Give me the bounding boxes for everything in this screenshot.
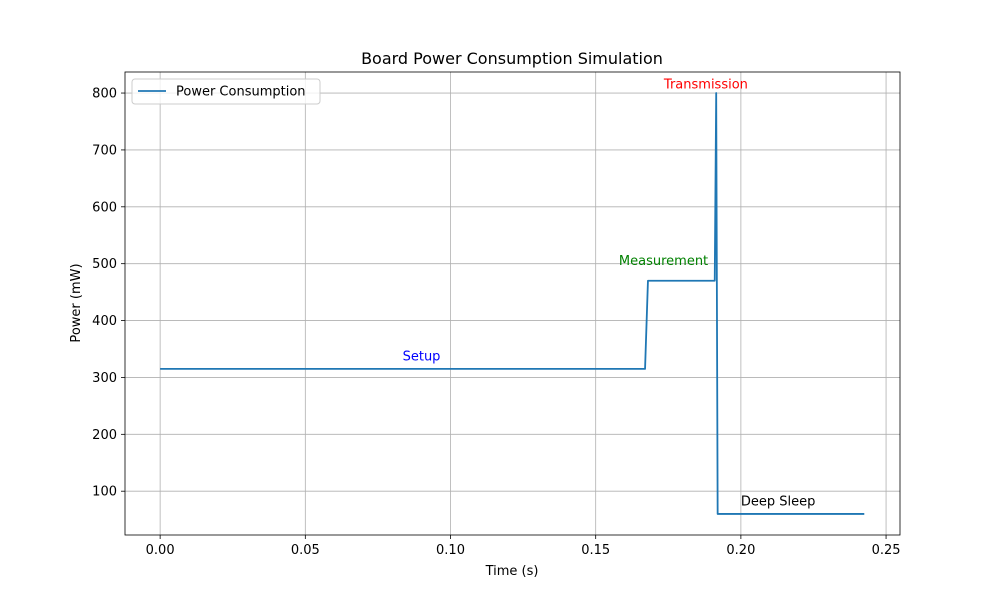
y-tick-label: 800 xyxy=(92,87,117,102)
x-tick-label: 0.00 xyxy=(146,543,175,558)
x-tick-label: 0.15 xyxy=(581,543,610,558)
chart-title: Board Power Consumption Simulation xyxy=(361,49,663,68)
plot-frame xyxy=(124,71,901,536)
x-axis-label: Time (s) xyxy=(485,564,539,579)
x-tick-label: 0.25 xyxy=(872,543,901,558)
legend-entry-power-consumption: Power Consumption xyxy=(176,85,306,100)
series-line-power-consumption xyxy=(160,92,865,515)
annotation-deep-sleep: Deep Sleep xyxy=(741,494,816,509)
y-tick-label: 100 xyxy=(92,485,117,500)
y-axis-ticks: 100 200 300 400 500 600 700 800 xyxy=(92,87,125,500)
legend: Power Consumption xyxy=(131,78,321,105)
annotation-measurement: Measurement xyxy=(619,254,708,269)
x-tick-label: 0.10 xyxy=(436,543,465,558)
x-tick-label: 0.20 xyxy=(726,543,755,558)
annotation-setup: Setup xyxy=(403,349,441,364)
y-axis-label: Power (mW) xyxy=(69,263,84,342)
series-layer xyxy=(160,92,865,515)
y-tick-label: 200 xyxy=(92,428,117,443)
grid xyxy=(125,72,900,535)
y-tick-label: 300 xyxy=(92,371,117,386)
y-tick-label: 500 xyxy=(92,257,117,272)
x-tick-label: 0.05 xyxy=(291,543,320,558)
annotation-transmission: Transmission xyxy=(663,77,748,92)
y-tick-label: 700 xyxy=(92,143,117,158)
y-tick-label: 600 xyxy=(92,200,117,215)
legend-box xyxy=(131,78,321,105)
x-axis-ticks: 0.00 0.05 0.10 0.15 0.20 0.25 xyxy=(146,535,901,558)
annotations: Setup Measurement Transmission Deep Sleep xyxy=(403,77,816,509)
y-tick-label: 400 xyxy=(92,314,117,329)
